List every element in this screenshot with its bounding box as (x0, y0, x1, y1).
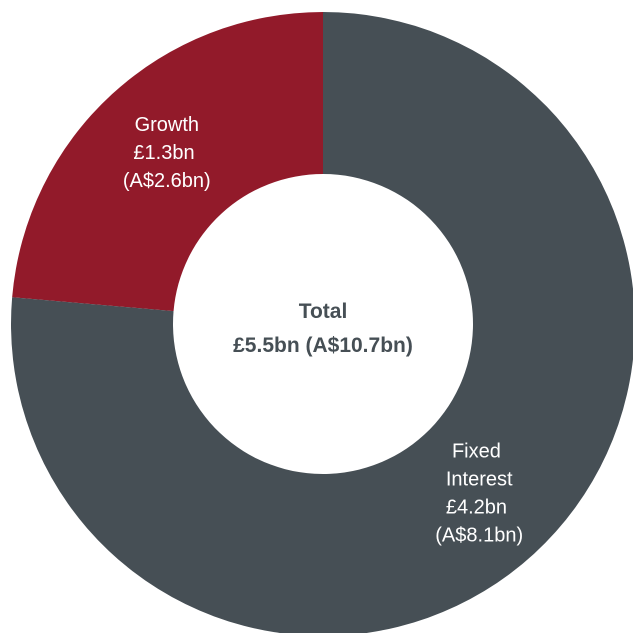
slice-value: £1.3bn (A$2.6bn) (123, 142, 211, 192)
center-title: Total (299, 300, 348, 323)
slice-name: Growth (135, 114, 199, 136)
slice-value: £4.2bn (A$8.1bn) (435, 496, 523, 546)
donut-slice (11, 12, 633, 633)
slice-name: Fixed Interest (446, 440, 513, 490)
center-label: £5.5bn (A$10.7bn) (233, 334, 413, 357)
donut-slice (12, 12, 323, 312)
